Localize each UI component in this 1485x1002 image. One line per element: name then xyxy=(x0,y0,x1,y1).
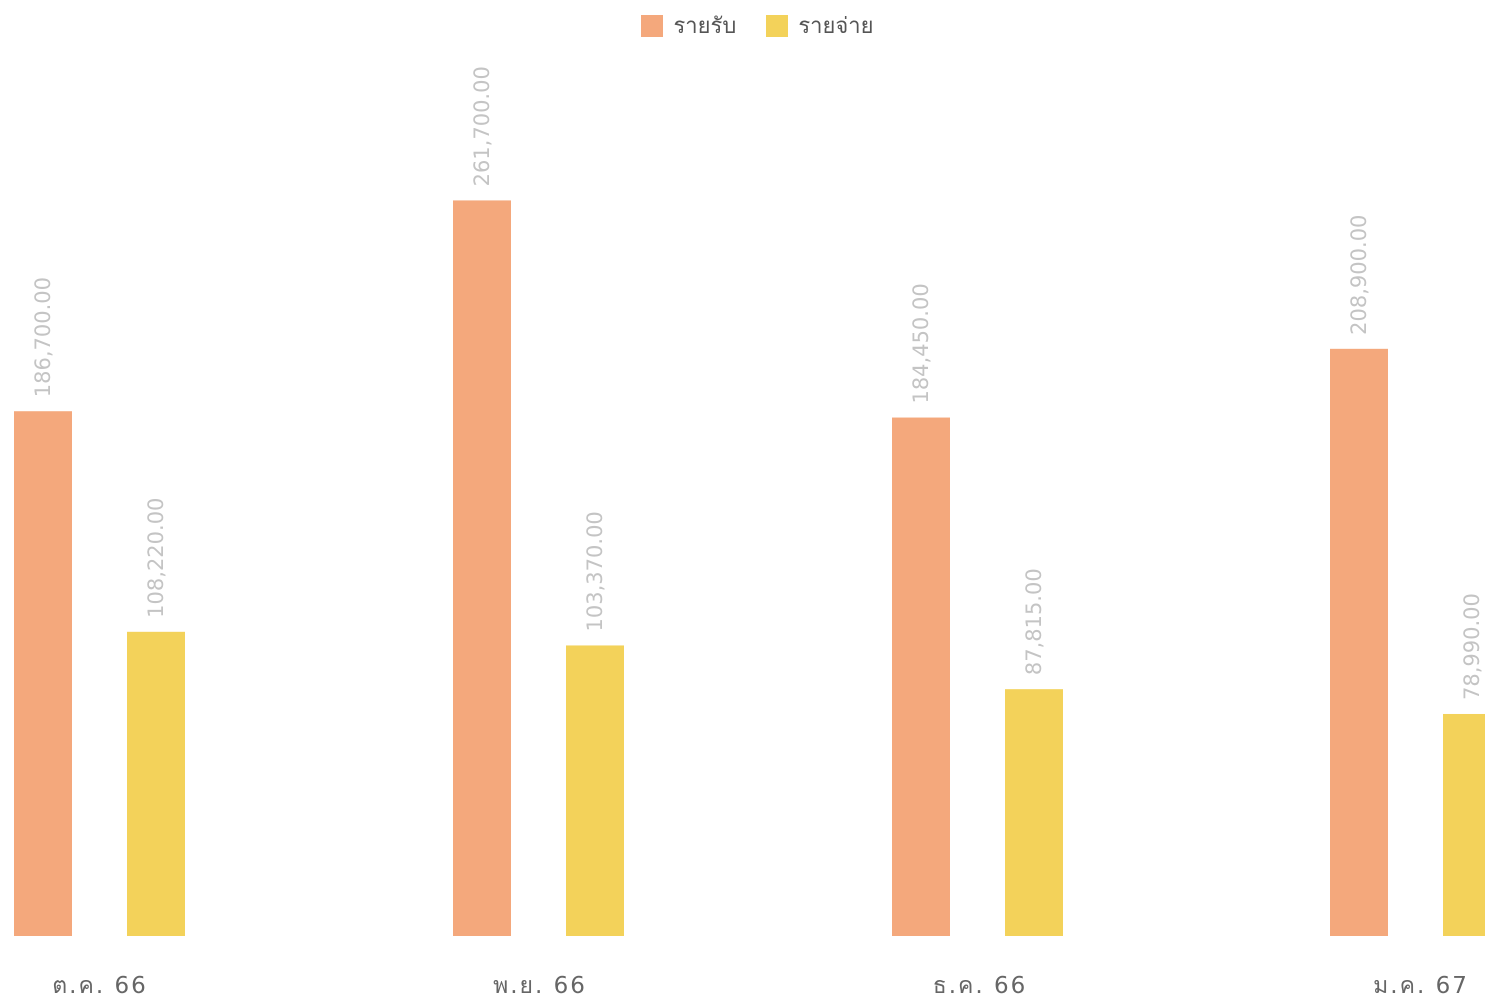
expense-value-label-3: 78,990.00 xyxy=(1460,593,1484,700)
expense-bar-2[interactable] xyxy=(1005,689,1063,936)
expense-bar-1[interactable] xyxy=(566,645,624,936)
x-tick-label-3: ม.ค. 67 xyxy=(1373,973,1469,999)
income-value-label-2: 184,450.00 xyxy=(909,283,933,403)
income-bar-2[interactable] xyxy=(892,417,950,936)
chart-legend: รายรับ รายจ่าย xyxy=(0,8,1485,43)
income-bar-0[interactable] xyxy=(14,411,72,936)
x-tick-label-0: ต.ค. 66 xyxy=(52,973,148,999)
expense-value-label-1: 103,370.00 xyxy=(583,511,607,631)
expense-bar-3[interactable] xyxy=(1443,713,1485,936)
legend-label-expense: รายจ่าย xyxy=(798,14,874,39)
legend-label-income: รายรับ xyxy=(673,14,737,39)
legend-swatch-income xyxy=(641,14,664,37)
legend-item-income[interactable]: รายรับ xyxy=(641,8,736,43)
expense-value-label-2: 87,815.00 xyxy=(1022,568,1046,675)
x-tick-label-2: ธ.ค. 66 xyxy=(933,973,1028,999)
legend-item-expense[interactable]: รายจ่าย xyxy=(766,8,874,43)
income-value-label-3: 208,900.00 xyxy=(1347,215,1371,335)
income-value-label-0: 186,700.00 xyxy=(31,277,55,397)
expense-bar-0[interactable] xyxy=(127,631,185,936)
income-value-label-1: 261,700.00 xyxy=(470,66,494,186)
expense-value-label-0: 108,220.00 xyxy=(144,498,168,618)
x-tick-label-1: พ.ย. 66 xyxy=(493,973,587,999)
legend-swatch-expense xyxy=(766,14,789,37)
income-bar-1[interactable] xyxy=(453,200,511,936)
income-bar-3[interactable] xyxy=(1330,348,1388,936)
